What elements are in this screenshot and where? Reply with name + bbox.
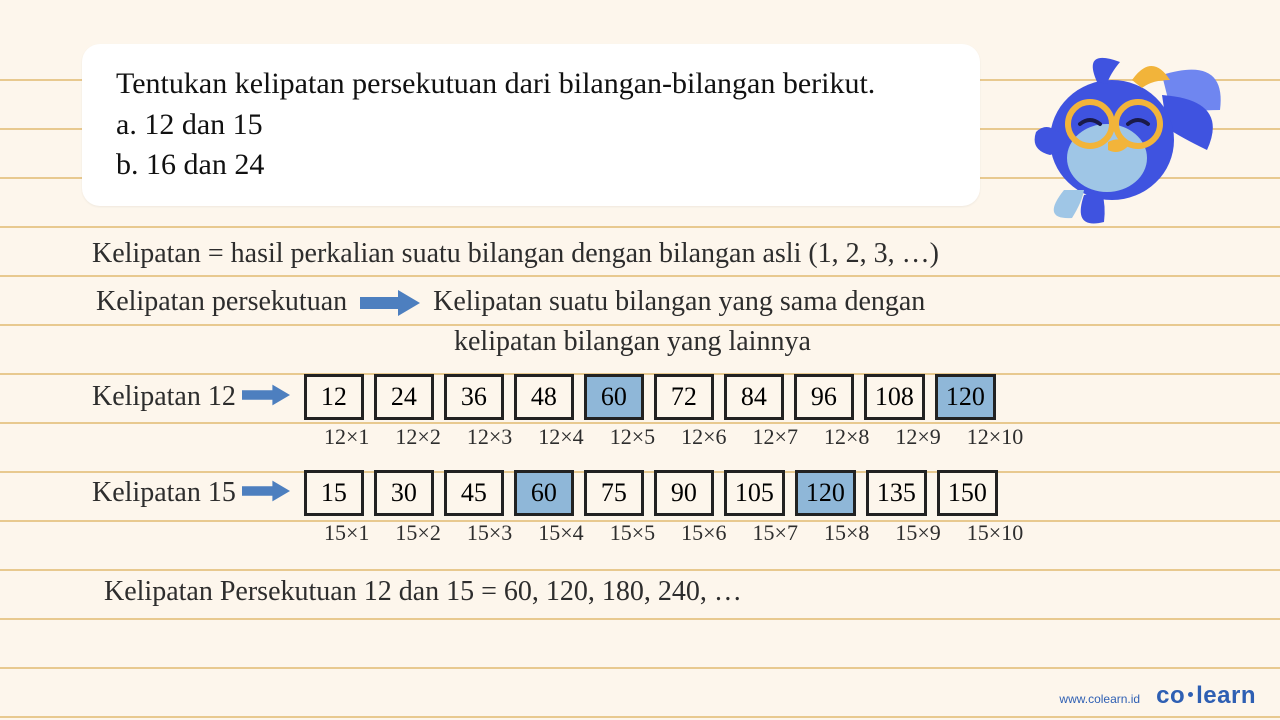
row15-box: 75 [584,470,644,516]
brand-dot-icon [1188,692,1193,697]
row12-sublabel: 12×5 [602,424,663,450]
row15-box: 120 [795,470,856,516]
row12-box: 84 [724,374,784,420]
row12-box: 12 [304,374,364,420]
row12-sublabel: 12×9 [887,424,948,450]
row12-box: 120 [935,374,996,420]
row15-box: 45 [444,470,504,516]
brand-left: co [1156,682,1185,709]
row15-label: Kelipatan 15 [92,477,236,509]
def1-label: Kelipatan [92,238,201,269]
multiples-row-15: Kelipatan 15 153045607590105120135150 15… [92,470,1031,546]
def2-rest-top: Kelipatan suatu bilangan yang sama denga… [433,286,925,317]
row12-label: Kelipatan 12 [92,381,236,413]
row15-box: 90 [654,470,714,516]
row15-sublabel: 15×5 [602,520,663,546]
row15-sublabel: 15×6 [673,520,734,546]
row12-sublabel: 12×7 [745,424,806,450]
row15-sublabel: 15×4 [530,520,591,546]
row15-box: 30 [374,470,434,516]
arrow-icon [360,290,420,324]
conclusion-text: Kelipatan Persekutuan 12 dan 15 = 60, 12… [104,576,742,608]
footer-brand: colearn [1156,682,1256,710]
row12-sublabel: 12×2 [387,424,448,450]
row15-box: 15 [304,470,364,516]
row15-sublabel: 15×1 [316,520,377,546]
row15-sublabel: 15×10 [959,520,1031,546]
row15-sublabel: 15×8 [816,520,877,546]
mascot-svg [1012,40,1232,230]
row15-box: 150 [937,470,998,516]
row12-boxes: 1224364860728496108120 [304,374,996,420]
row15-box: 135 [866,470,927,516]
definition-persekutuan: Kelipatan persekutuan Kelipatan suatu bi… [96,286,925,324]
definition-persekutuan-cont: kelipatan bilangan yang lainnya [454,326,811,358]
row12-box: 96 [794,374,854,420]
mascot-bird [1012,40,1232,235]
row12-subs: 12×1 12×2 12×3 12×4 12×5 12×6 12×7 12×8 12×9 12×1… [316,424,1031,450]
def2-rest-bottom: kelipatan bilangan yang lainnya [454,326,811,357]
row15-box: 60 [514,470,574,516]
row12-box: 60 [584,374,644,420]
row15-subs: 15×1 15×2 15×3 15×4 15×5 15×6 15×7 15×8 15×9 15×1… [316,520,1031,546]
row12-sublabel: 12×10 [959,424,1031,450]
row12-sublabel: 12×4 [530,424,591,450]
arrow-icon [242,383,290,412]
footer-site: www.colearn.id [1059,692,1140,706]
row12-box: 108 [864,374,925,420]
row15-boxes: 153045607590105120135150 [304,470,998,516]
question-card: Tentukan kelipatan persekutuan dari bila… [82,44,980,206]
row12-sublabel: 12×6 [673,424,734,450]
row12-box: 36 [444,374,504,420]
question-item-a: a. 12 dan 15 [116,108,946,142]
brand-right: learn [1196,682,1256,709]
row15-sublabel: 15×2 [387,520,448,546]
row15-sublabel: 15×3 [459,520,520,546]
definition-kelipatan: Kelipatan = hasil perkalian suatu bilang… [92,238,939,270]
question-item-b: b. 16 dan 24 [116,148,946,182]
row15-sublabel: 15×7 [745,520,806,546]
row12-box: 48 [514,374,574,420]
row12-box: 24 [374,374,434,420]
arrow-icon [242,479,290,508]
row15-box: 105 [724,470,785,516]
row12-box: 72 [654,374,714,420]
question-title: Tentukan kelipatan persekutuan dari bila… [116,66,946,102]
def1-rest: = hasil perkalian suatu bilangan dengan … [208,238,939,269]
row12-sublabel: 12×3 [459,424,520,450]
multiples-row-12: Kelipatan 12 1224364860728496108120 12×1… [92,374,1031,450]
row12-sublabel: 12×8 [816,424,877,450]
footer: www.colearn.id colearn [1059,682,1256,710]
def2-label: Kelipatan persekutuan [96,286,347,317]
row15-sublabel: 15×9 [887,520,948,546]
row12-sublabel: 12×1 [316,424,377,450]
